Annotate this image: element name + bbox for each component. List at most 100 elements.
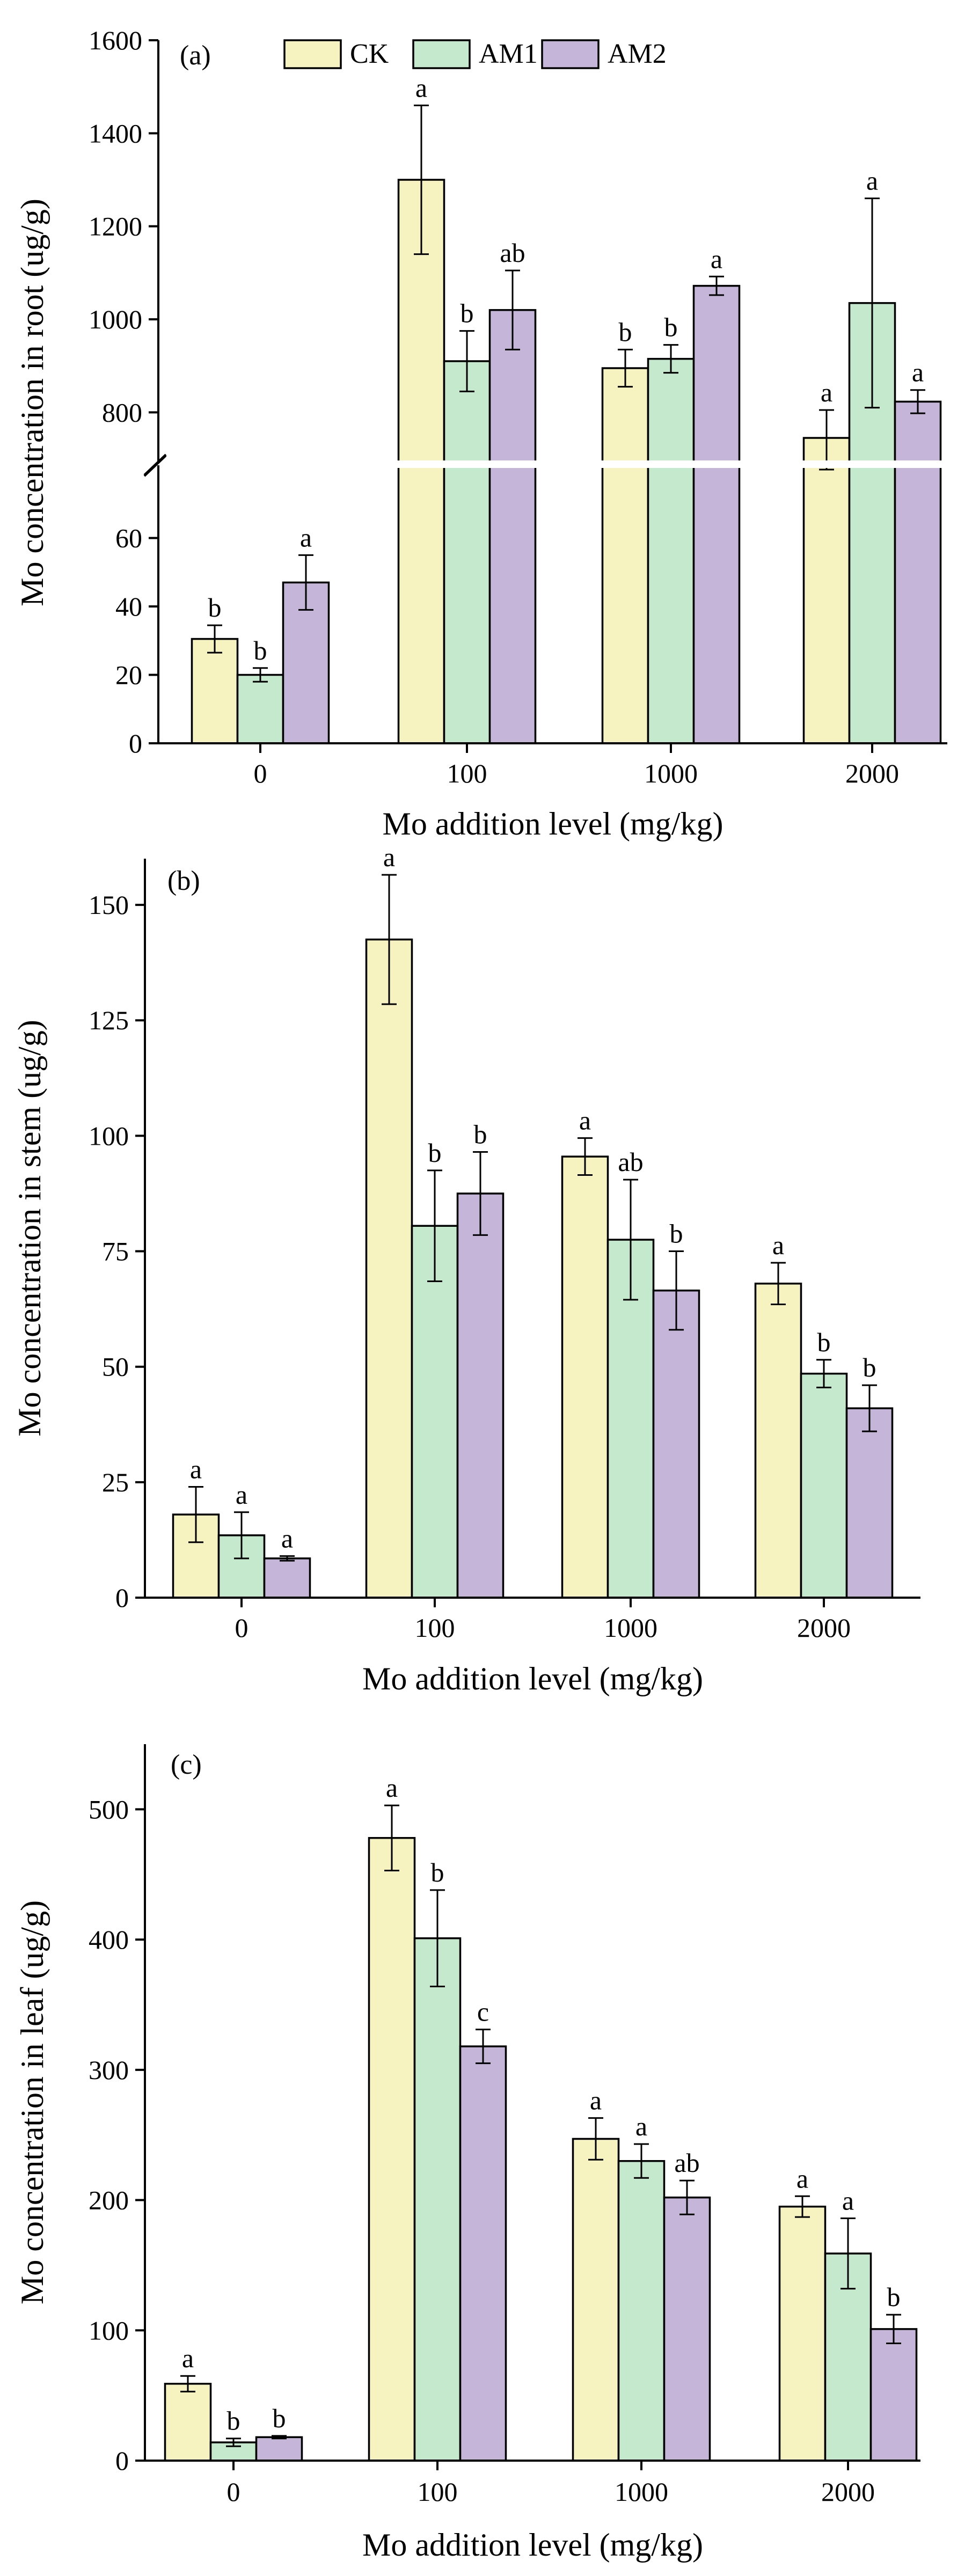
significance-label: ab: [674, 2148, 699, 2178]
x-tick-label: 2000: [821, 2477, 875, 2507]
bar-am2-100: [456, 1192, 505, 1599]
legend-swatch: [283, 39, 342, 69]
error-bar: [459, 330, 474, 392]
x-tick-label: 0: [227, 2477, 240, 2507]
y-tick-label: 25: [102, 1467, 129, 1497]
x-tick-label: 1000: [604, 1613, 657, 1643]
significance-label: ab: [500, 238, 525, 268]
bar-ck-100: [365, 938, 413, 1599]
bar-ck-100: [368, 1837, 416, 2462]
error-bar: [709, 275, 724, 296]
significance-label: a: [711, 244, 722, 274]
significance-label: a: [182, 2343, 194, 2373]
bar-am2-0: [255, 2436, 303, 2462]
x-tick-label: 1000: [644, 758, 698, 788]
y-tick-label: 500: [89, 1794, 129, 1824]
y-tick-label: 800: [102, 397, 142, 427]
significance-label: b: [887, 2282, 901, 2312]
y-tick-label: 40: [115, 591, 142, 621]
error-bar: [588, 2117, 603, 2161]
legend: CK AM1 AM2: [283, 39, 667, 69]
y-tick-label: 1600: [89, 25, 142, 55]
x-axis-title: Mo addition level (mg/kg): [362, 2527, 703, 2563]
error-bar: [578, 1137, 593, 1176]
legend-label: AM2: [608, 39, 667, 69]
error-bar: [180, 2375, 195, 2392]
significance-label: a: [635, 2111, 647, 2141]
bar-am1-100: [411, 1225, 459, 1599]
x-tick-label: 2000: [845, 758, 899, 788]
error-bar: [862, 1384, 877, 1432]
significance-label: a: [300, 522, 312, 552]
x-tick-label: 1000: [615, 2477, 668, 2507]
y-tick-label: 1400: [89, 118, 142, 148]
error-bar: [618, 348, 633, 388]
significance-label: a: [236, 1480, 247, 1510]
significance-label: b: [227, 2406, 240, 2436]
panel-c: ab b0abc100aaab1000aab2000010020030040050…: [14, 1744, 920, 2563]
error-bar: [910, 389, 925, 414]
bar-am2-2000: [894, 400, 942, 744]
error-bar: [253, 667, 268, 683]
bar-am1-100: [413, 1937, 462, 2462]
error-bar: [234, 1511, 249, 1560]
error-bar: [663, 344, 678, 374]
error-bar: [865, 197, 880, 409]
bar-am1-0: [236, 674, 284, 744]
y-axis-title: Mo concentration in root (ug/g): [14, 199, 50, 606]
error-bar: [819, 409, 834, 471]
y-tick-label: 0: [129, 728, 142, 758]
panel-label: (b): [167, 866, 200, 896]
error-bar: [623, 1179, 638, 1301]
y-tick-label: 200: [89, 2185, 129, 2215]
legend-label: CK: [350, 39, 389, 69]
y-tick-label: 100: [89, 2315, 129, 2345]
error-bar: [272, 2435, 287, 2440]
legend-item-am2: AM2: [541, 39, 667, 69]
significance-label: a: [590, 2085, 602, 2116]
significance-label: a: [842, 2186, 854, 2216]
panel-label: (c): [171, 1750, 202, 1780]
bar-am2-1000: [663, 2196, 711, 2462]
x-axis-title: Mo addition level (mg/kg): [383, 806, 723, 841]
significance-label: a: [912, 357, 924, 387]
error-bar: [771, 1262, 786, 1306]
y-tick-label: 150: [89, 890, 129, 920]
significance-label: a: [415, 72, 427, 103]
significance-label: c: [477, 1997, 489, 2027]
significance-label: b: [428, 1138, 442, 1168]
bar-am2-100: [488, 309, 537, 744]
bar-ck-0: [164, 2383, 212, 2462]
panel-label: (a): [180, 40, 211, 71]
bar-ck-2000: [754, 1283, 802, 1599]
x-tick-label: 0: [235, 1613, 249, 1643]
significance-label: a: [386, 1773, 398, 1803]
significance-label: b: [863, 1352, 876, 1382]
y-tick-label: 100: [89, 1121, 129, 1151]
error-bar: [476, 2029, 491, 2065]
bar-ck-1000: [601, 367, 649, 744]
error-bar: [188, 1485, 203, 1543]
y-tick-label: 0: [115, 1583, 129, 1613]
y-axis-title: Mo concentration in stem (ug/g): [12, 1020, 47, 1436]
bar-am1-1000: [647, 357, 695, 744]
bar-am1-100: [443, 360, 491, 744]
y-tick-label: 300: [89, 2055, 129, 2085]
error-bar: [280, 1555, 295, 1562]
error-bar: [795, 2195, 810, 2218]
error-bar: [384, 1804, 399, 1871]
bar-am2-2000: [869, 2328, 918, 2462]
error-bar: [298, 554, 313, 611]
error-bar: [427, 1169, 442, 1282]
error-bar: [634, 2143, 649, 2179]
significance-label: a: [190, 1454, 202, 1484]
error-bar: [473, 1151, 488, 1236]
significance-label: b: [664, 312, 678, 342]
significance-label: a: [772, 1230, 784, 1260]
x-axis-title: Mo addition level (mg/kg): [362, 1661, 703, 1696]
legend-item-ck: CK: [283, 39, 389, 69]
significance-label: b: [273, 2403, 286, 2433]
error-bar: [816, 1359, 831, 1388]
